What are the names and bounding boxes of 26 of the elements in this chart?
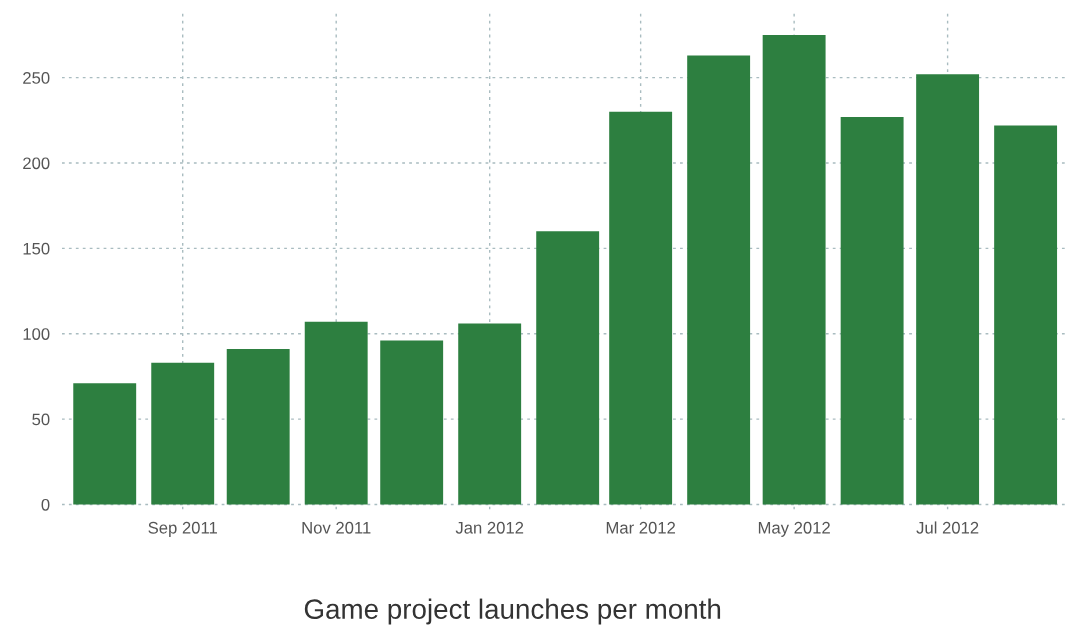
bar (687, 55, 751, 505)
x-tick-label: Nov 2011 (302, 521, 371, 534)
bar (304, 321, 368, 505)
bar (380, 340, 444, 505)
x-tick-label: Sep 2011 (148, 521, 217, 537)
bar (609, 111, 673, 505)
text: Game project launches per month (304, 598, 721, 625)
bar (151, 362, 215, 505)
bar (73, 383, 137, 505)
bar (536, 231, 600, 505)
x-tick-label: May 2012 (758, 521, 830, 537)
x-tick-label: Mar 2012 (606, 521, 676, 534)
y-tick-label: 250 (23, 72, 50, 84)
bar (458, 323, 522, 505)
y-tick-label: 50 (32, 413, 50, 426)
bar (226, 349, 290, 505)
y-tick-label: 150 (23, 242, 50, 255)
y-tick-label: 0 (41, 498, 50, 511)
x-tick-label: Jan 2012 (455, 521, 524, 534)
y-tick-label: 100 (23, 328, 50, 340)
y-tick-label: 200 (23, 157, 50, 170)
bar (840, 116, 904, 505)
bar (994, 125, 1058, 505)
bar (916, 74, 980, 505)
bar (762, 34, 826, 505)
x-tick-label: Jul 2012 (916, 521, 979, 534)
